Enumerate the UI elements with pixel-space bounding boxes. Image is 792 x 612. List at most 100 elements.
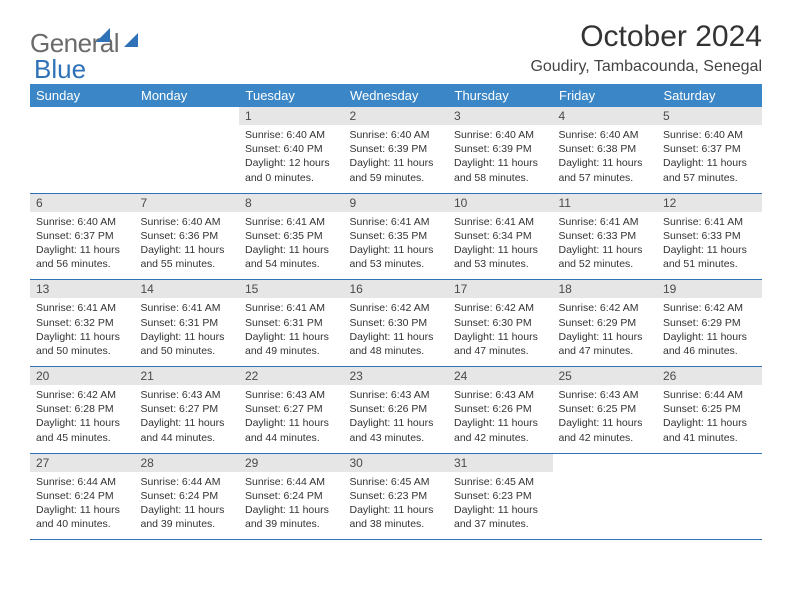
weekday-header-row: Sunday Monday Tuesday Wednesday Thursday… [30,84,762,107]
day-details: Sunrise: 6:41 AMSunset: 6:34 PMDaylight:… [448,212,553,280]
day-details: Sunrise: 6:43 AMSunset: 6:25 PMDaylight:… [553,385,658,453]
day-number: 31 [448,454,553,472]
sunset-text: Sunset: 6:30 PM [454,316,547,330]
day-details: Sunrise: 6:40 AMSunset: 6:38 PMDaylight:… [553,125,658,193]
day-details: Sunrise: 6:41 AMSunset: 6:31 PMDaylight:… [135,298,240,366]
day-details [135,111,240,173]
day-details: Sunrise: 6:41 AMSunset: 6:32 PMDaylight:… [30,298,135,366]
day-details: Sunrise: 6:44 AMSunset: 6:25 PMDaylight:… [657,385,762,453]
day-number: 4 [553,107,658,125]
sunrise-text: Sunrise: 6:40 AM [663,128,756,142]
day-details: Sunrise: 6:43 AMSunset: 6:26 PMDaylight:… [344,385,449,453]
day-number: 27 [30,454,135,472]
sunset-text: Sunset: 6:23 PM [454,489,547,503]
day-details: Sunrise: 6:41 AMSunset: 6:33 PMDaylight:… [553,212,658,280]
sunrise-text: Sunrise: 6:41 AM [36,301,129,315]
daylight-text: Daylight: 11 hours and 53 minutes. [350,243,443,271]
sunrise-text: Sunrise: 6:43 AM [350,388,443,402]
calendar-week-row: 27Sunrise: 6:44 AMSunset: 6:24 PMDayligh… [30,453,762,540]
day-details: Sunrise: 6:42 AMSunset: 6:30 PMDaylight:… [344,298,449,366]
day-number: 26 [657,367,762,385]
day-number: 6 [30,194,135,212]
day-number: 22 [239,367,344,385]
day-details: Sunrise: 6:44 AMSunset: 6:24 PMDaylight:… [135,472,240,540]
daylight-text: Daylight: 11 hours and 47 minutes. [559,330,652,358]
daylight-text: Daylight: 11 hours and 47 minutes. [454,330,547,358]
day-number: 23 [344,367,449,385]
calendar-cell [135,107,240,193]
daylight-text: Daylight: 11 hours and 50 minutes. [36,330,129,358]
sunset-text: Sunset: 6:25 PM [559,402,652,416]
sunset-text: Sunset: 6:26 PM [350,402,443,416]
calendar-cell: 9Sunrise: 6:41 AMSunset: 6:35 PMDaylight… [344,193,449,280]
day-number: 16 [344,280,449,298]
day-details: Sunrise: 6:40 AMSunset: 6:40 PMDaylight:… [239,125,344,193]
location-subtitle: Goudiry, Tambacounda, Senegal [530,58,762,76]
day-number: 12 [657,194,762,212]
day-details [553,458,658,520]
day-details: Sunrise: 6:42 AMSunset: 6:29 PMDaylight:… [657,298,762,366]
daylight-text: Daylight: 11 hours and 44 minutes. [141,416,234,444]
calendar-cell: 5Sunrise: 6:40 AMSunset: 6:37 PMDaylight… [657,107,762,193]
calendar-cell: 1Sunrise: 6:40 AMSunset: 6:40 PMDaylight… [239,107,344,193]
day-number: 8 [239,194,344,212]
sunrise-text: Sunrise: 6:44 AM [245,475,338,489]
calendar-cell: 19Sunrise: 6:42 AMSunset: 6:29 PMDayligh… [657,280,762,367]
daylight-text: Daylight: 11 hours and 39 minutes. [141,503,234,531]
calendar-cell [553,453,658,540]
calendar-cell: 28Sunrise: 6:44 AMSunset: 6:24 PMDayligh… [135,453,240,540]
daylight-text: Daylight: 11 hours and 40 minutes. [36,503,129,531]
calendar-cell: 30Sunrise: 6:45 AMSunset: 6:23 PMDayligh… [344,453,449,540]
day-number: 18 [553,280,658,298]
weekday-head: Thursday [448,84,553,107]
day-details: Sunrise: 6:41 AMSunset: 6:35 PMDaylight:… [239,212,344,280]
daylight-text: Daylight: 11 hours and 46 minutes. [663,330,756,358]
sunrise-text: Sunrise: 6:43 AM [454,388,547,402]
calendar-cell: 23Sunrise: 6:43 AMSunset: 6:26 PMDayligh… [344,367,449,454]
day-number: 2 [344,107,449,125]
day-details: Sunrise: 6:42 AMSunset: 6:30 PMDaylight:… [448,298,553,366]
day-number: 14 [135,280,240,298]
sunset-text: Sunset: 6:30 PM [350,316,443,330]
day-details: Sunrise: 6:45 AMSunset: 6:23 PMDaylight:… [344,472,449,540]
day-details: Sunrise: 6:44 AMSunset: 6:24 PMDaylight:… [30,472,135,540]
daylight-text: Daylight: 11 hours and 49 minutes. [245,330,338,358]
calendar-cell: 13Sunrise: 6:41 AMSunset: 6:32 PMDayligh… [30,280,135,367]
calendar-cell [30,107,135,193]
day-number: 10 [448,194,553,212]
sunrise-text: Sunrise: 6:44 AM [36,475,129,489]
day-number: 30 [344,454,449,472]
logo-triangle-icon-2 [96,28,110,42]
daylight-text: Daylight: 11 hours and 48 minutes. [350,330,443,358]
sunrise-text: Sunrise: 6:40 AM [36,215,129,229]
sunrise-text: Sunrise: 6:45 AM [454,475,547,489]
daylight-text: Daylight: 11 hours and 38 minutes. [350,503,443,531]
sunset-text: Sunset: 6:29 PM [559,316,652,330]
calendar-cell: 12Sunrise: 6:41 AMSunset: 6:33 PMDayligh… [657,193,762,280]
sunset-text: Sunset: 6:31 PM [141,316,234,330]
daylight-text: Daylight: 11 hours and 56 minutes. [36,243,129,271]
sunrise-text: Sunrise: 6:42 AM [663,301,756,315]
sunset-text: Sunset: 6:36 PM [141,229,234,243]
sunrise-text: Sunrise: 6:41 AM [245,301,338,315]
calendar-week-row: 13Sunrise: 6:41 AMSunset: 6:32 PMDayligh… [30,280,762,367]
sunrise-text: Sunrise: 6:41 AM [454,215,547,229]
weekday-head: Saturday [657,84,762,107]
day-details: Sunrise: 6:41 AMSunset: 6:33 PMDaylight:… [657,212,762,280]
daylight-text: Daylight: 11 hours and 53 minutes. [454,243,547,271]
day-number: 21 [135,367,240,385]
daylight-text: Daylight: 11 hours and 42 minutes. [559,416,652,444]
sunrise-text: Sunrise: 6:42 AM [454,301,547,315]
sunset-text: Sunset: 6:39 PM [454,142,547,156]
day-details: Sunrise: 6:42 AMSunset: 6:29 PMDaylight:… [553,298,658,366]
calendar-cell: 11Sunrise: 6:41 AMSunset: 6:33 PMDayligh… [553,193,658,280]
sunrise-text: Sunrise: 6:40 AM [454,128,547,142]
daylight-text: Daylight: 11 hours and 44 minutes. [245,416,338,444]
calendar-cell: 15Sunrise: 6:41 AMSunset: 6:31 PMDayligh… [239,280,344,367]
sunset-text: Sunset: 6:33 PM [559,229,652,243]
day-number: 20 [30,367,135,385]
page-title: October 2024 [530,20,762,54]
sunset-text: Sunset: 6:37 PM [36,229,129,243]
calendar-cell: 16Sunrise: 6:42 AMSunset: 6:30 PMDayligh… [344,280,449,367]
daylight-text: Daylight: 12 hours and 0 minutes. [245,156,338,184]
